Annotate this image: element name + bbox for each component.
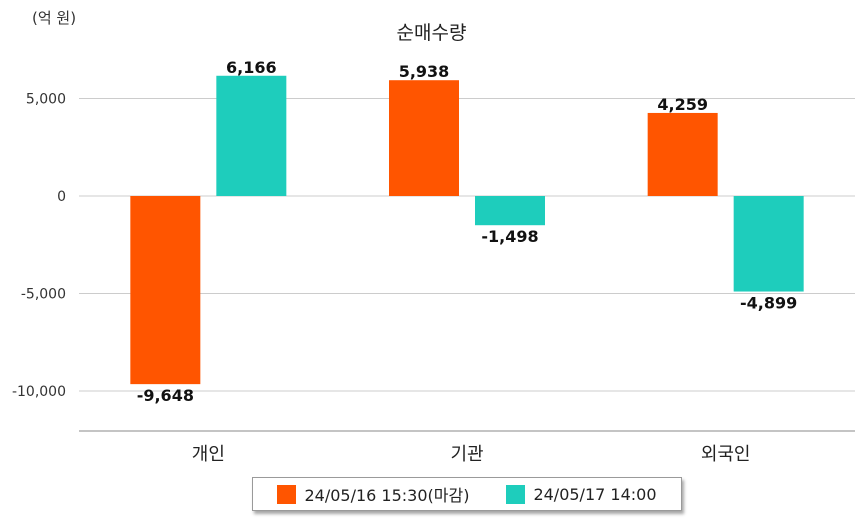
x-tick-label: 외국인: [701, 444, 751, 465]
data-label: -9,648: [137, 386, 194, 405]
bar-2-2: [475, 196, 545, 226]
y-tick-label: 5,000: [26, 92, 66, 108]
data-label: 6,166: [226, 58, 277, 77]
data-label: -1,498: [481, 227, 538, 246]
legend-swatch-series-1: [277, 484, 297, 504]
legend-label-series-2: 24/05/17 14:00: [533, 484, 657, 504]
data-label: 5,938: [399, 62, 450, 81]
legend-swatch-series-2: [506, 484, 526, 504]
chart-title: 순매수량: [396, 22, 467, 44]
y-tick-label: -10,000: [12, 384, 66, 400]
bar-1-1: [130, 196, 201, 385]
y-tick-label: 0: [57, 189, 66, 205]
legend-item-series-2[interactable]: 24/05/17 14:00: [506, 484, 657, 504]
x-tick-label: 기관: [450, 444, 483, 465]
data-label: -4,899: [740, 294, 797, 313]
bar-1-3: [647, 112, 718, 196]
unit-label: (억 원): [32, 9, 77, 27]
bar-1-2: [389, 80, 459, 196]
bar-2-3: [733, 196, 804, 292]
data-label: 4,259: [657, 95, 708, 114]
legend-item-series-1[interactable]: 24/05/16 15:30(마감): [277, 482, 469, 506]
legend: 24/05/16 15:30(마감) 24/05/17 14:00: [252, 477, 682, 511]
x-tick-label: 개인: [192, 444, 225, 465]
bar-2-1: [216, 75, 287, 196]
legend-label-series-1: 24/05/16 15:30(마감): [304, 486, 470, 505]
y-tick-label: -5,000: [21, 287, 66, 303]
